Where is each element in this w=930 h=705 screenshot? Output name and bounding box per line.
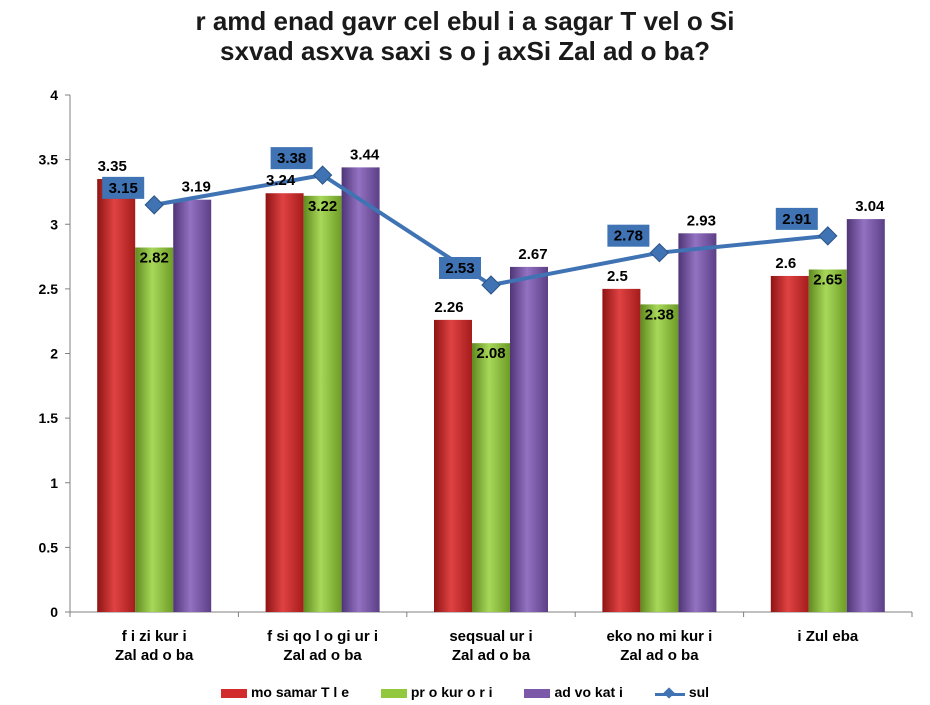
line-value-label: 2.91 [782,211,811,228]
bar-series-2 [640,304,679,612]
x-category-label: eko no mi kur i [606,628,712,645]
bar-series-1 [97,179,136,612]
line-value-label: 2.53 [445,260,474,277]
bar-series-1 [602,288,641,612]
legend-label-series-2: pr o kur o r i [410,684,493,701]
line-value-box [270,147,313,170]
bar-series-2 [135,247,174,612]
bar-series-1 [265,193,304,613]
chart-title: r amd enad gavr cel ebul i a sagar T vel… [0,6,930,66]
legend-item-line: sul [654,684,710,701]
x-category-label: Zal ad o ba [452,647,531,664]
bar-value-label: 3.24 [266,172,296,189]
line-value-box [439,256,481,279]
legend-label-line: sul [688,684,710,701]
bar-value-label: 3.22 [308,198,337,215]
x-category-label: i Zul eba [797,628,859,645]
legend-item-series-3: ad vo kat i [524,684,623,701]
legend-label-series-1: mo samar T l e [250,684,349,701]
line-value-box [102,176,145,199]
bar-series-2 [472,343,510,612]
chart-title-line-2: sxvad asxva saxi s o j axSi Zal ad o ba? [220,36,710,66]
bar-value-label: 2.08 [476,345,505,362]
bar-value-label: 2.38 [645,306,674,323]
bar-series-1 [434,319,472,612]
bar-series-3 [510,266,548,612]
bar-value-label: 2.26 [434,299,463,316]
line-value-label: 3.15 [109,180,138,197]
chart-title-line-1: r amd enad gavr cel ebul i a sagar T vel… [195,6,735,36]
y-tick-label: 4 [50,87,58,103]
legend-item-series-2: pr o kur o r i [380,684,493,701]
bar-value-label: 2.82 [140,250,169,267]
x-category-label: Zal ad o ba [620,647,699,664]
legend-swatch-series-3 [524,689,551,699]
bar-series-3 [341,167,380,612]
y-tick-label: 0.5 [39,539,59,555]
y-tick-label: 3 [50,216,58,232]
bar-series-2 [303,195,342,612]
legend: mo samar T l e pr o kur o r i ad vo kat … [0,683,930,700]
x-category-label: Zal ad o ba [283,647,362,664]
y-tick-label: 1.5 [39,410,59,426]
bar-series-2 [808,269,847,612]
y-tick-label: 2.5 [39,281,59,297]
bar-value-label: 3.19 [182,179,211,196]
bar-series-3 [678,233,717,613]
line-point-marker [818,226,838,246]
bar-value-label: 2.65 [813,271,842,288]
legend-item-series-1: mo samar T l e [220,684,349,701]
legend-line-marker-icon [654,688,685,700]
legend-label-series-3: ad vo kat i [554,684,623,701]
legend-swatch-series-2 [380,689,407,699]
y-tick-label: 2 [50,346,58,362]
line-value-box [607,224,650,247]
legend-swatch-series-1 [220,689,247,699]
bar-value-label: 3.44 [350,146,380,163]
bar-series-3 [846,219,885,612]
line-value-label: 3.38 [277,150,306,167]
bar-value-label: 3.04 [855,198,885,215]
line-series-sul [153,173,828,287]
y-tick-label: 1 [50,475,58,491]
line-point-marker [312,165,333,185]
bar-value-label: 2.6 [775,255,796,272]
x-category-label: Zal ad o ba [115,647,194,664]
bar-value-label: 3.35 [98,158,127,175]
line-value-label: 2.78 [614,228,643,245]
x-category-label: seqsual ur i [449,628,532,645]
line-value-box [775,207,818,230]
bar-value-label: 2.93 [687,212,716,229]
y-tick-label: 0 [50,604,58,620]
bar-value-label: 2.67 [518,246,547,263]
line-point-marker [481,275,501,295]
line-point-marker [649,242,670,263]
x-category-label: f si qo l o gi ur i [267,628,378,645]
bar-series-3 [173,199,212,612]
x-category-label: f i zi kur i [122,628,187,645]
line-point-marker [144,195,164,215]
bar-value-label: 2.5 [607,268,628,285]
y-tick-label: 3.5 [39,152,59,168]
bar-series-1 [770,275,809,612]
